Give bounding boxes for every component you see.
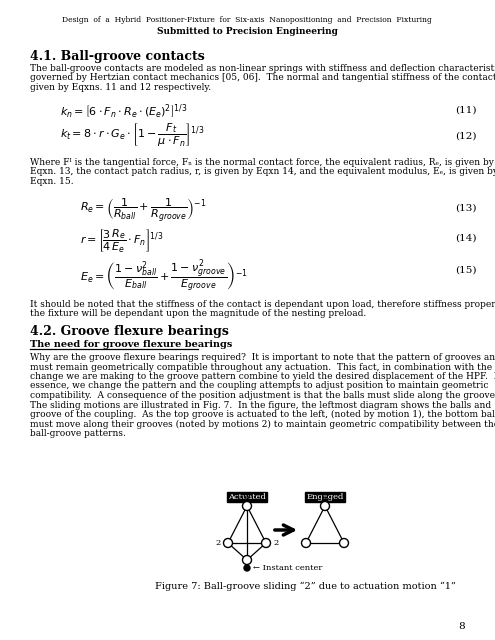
Circle shape — [301, 538, 310, 547]
Circle shape — [320, 502, 330, 511]
Text: (14): (14) — [455, 234, 477, 243]
Text: governed by Hertzian contact mechanics [05, 06].  The normal and tangential stif: governed by Hertzian contact mechanics [… — [30, 74, 495, 83]
Text: groove of the coupling.  As the top groove is actuated to the left, (noted by mo: groove of the coupling. As the top groov… — [30, 410, 495, 419]
Text: $r = \left[\dfrac{3}{4} \dfrac{R_e}{E_e} \cdot F_n\right]^{1/3}$: $r = \left[\dfrac{3}{4} \dfrac{R_e}{E_e}… — [80, 228, 164, 255]
Text: Submitted to Precision Engineering: Submitted to Precision Engineering — [156, 27, 338, 36]
Text: must move along their grooves (noted by motions 2) to maintain geometric compati: must move along their grooves (noted by … — [30, 419, 495, 429]
Text: ← Instant center: ← Instant center — [253, 564, 322, 572]
Text: must remain geometrically compatible throughout any actuation.  This fact, in co: must remain geometrically compatible thr… — [30, 362, 492, 371]
Text: Eqxn. 15.: Eqxn. 15. — [30, 177, 74, 186]
Text: Where Fᴵ is the tangential force, Fₙ is the normal contact force, the equivalent: Where Fᴵ is the tangential force, Fₙ is … — [30, 158, 494, 167]
Circle shape — [244, 565, 250, 571]
Circle shape — [340, 538, 348, 547]
Text: change we are making to the groove pattern combine to yield the desired displace: change we are making to the groove patte… — [30, 372, 495, 381]
Text: $k_n = \left[6 \cdot F_n \cdot R_e \cdot (E_e)^2\right]^{1/3}$: $k_n = \left[6 \cdot F_n \cdot R_e \cdot… — [60, 102, 188, 120]
Text: Figure 7: Ball-groove sliding “2” due to actuation motion “1”: Figure 7: Ball-groove sliding “2” due to… — [155, 582, 456, 591]
Text: Actuated: Actuated — [228, 493, 266, 501]
Text: (11): (11) — [455, 106, 477, 115]
Circle shape — [243, 502, 251, 511]
Text: $k_t = 8 \cdot r \cdot G_e \cdot \left[1 - \dfrac{F_t}{\mu \cdot F_n}\right]^{1/: $k_t = 8 \cdot r \cdot G_e \cdot \left[1… — [60, 122, 204, 149]
Text: Why are the groove flexure bearings required?  It is important to note that the : Why are the groove flexure bearings requ… — [30, 353, 495, 362]
Text: the fixture will be dependant upon the magnitude of the nesting preload.: the fixture will be dependant upon the m… — [30, 310, 366, 319]
Circle shape — [224, 538, 233, 547]
Text: (12): (12) — [455, 132, 477, 141]
Circle shape — [261, 538, 270, 547]
Text: (15): (15) — [455, 266, 477, 275]
Text: compatibility.  A consequence of the position adjustment is that the balls must : compatibility. A consequence of the posi… — [30, 391, 495, 400]
Text: 2: 2 — [215, 539, 221, 547]
Text: 4.2. Groove flexure bearings: 4.2. Groove flexure bearings — [30, 325, 229, 338]
Text: 4.1. Ball-groove contacts: 4.1. Ball-groove contacts — [30, 50, 205, 63]
Text: Design  of  a  Hybrid  Positioner-Fixture  for  Six-axis  Nanopositioning  and  : Design of a Hybrid Positioner-Fixture fo… — [62, 16, 432, 24]
Text: Engaged: Engaged — [306, 493, 344, 501]
Text: 8: 8 — [458, 622, 465, 631]
Text: ball-groove patterns.: ball-groove patterns. — [30, 429, 126, 438]
Text: (13): (13) — [455, 204, 477, 213]
Circle shape — [243, 556, 251, 564]
Text: $E_e = \left(\dfrac{1-\nu_{ball}^2}{E_{ball}} + \dfrac{1-\nu_{groove}^2}{E_{groo: $E_e = \left(\dfrac{1-\nu_{ball}^2}{E_{b… — [80, 258, 248, 295]
Text: The need for groove flexure bearings: The need for groove flexure bearings — [30, 340, 232, 349]
Text: $R_e = \left(\dfrac{1}{R_{ball}} + \dfrac{1}{R_{groove}}\right)^{-1}$: $R_e = \left(\dfrac{1}{R_{ball}} + \dfra… — [80, 196, 207, 224]
Text: 2: 2 — [273, 539, 279, 547]
Text: It should be noted that the stiffness of the contact is dependant upon load, the: It should be noted that the stiffness of… — [30, 300, 495, 309]
Text: given by Eqxns. 11 and 12 respectively.: given by Eqxns. 11 and 12 respectively. — [30, 83, 211, 92]
Text: The ball-groove contacts are modeled as non-linear springs with stiffness and de: The ball-groove contacts are modeled as … — [30, 64, 495, 73]
Text: Eqxn. 13, the contact patch radius, r, is given by Eqxn 14, and the equivalent m: Eqxn. 13, the contact patch radius, r, i… — [30, 168, 495, 177]
Text: essence, we change the pattern and the coupling attempts to adjust position to m: essence, we change the pattern and the c… — [30, 381, 489, 390]
Text: The sliding motions are illustrated in Fig. 7.  In the figure, the leftmost diag: The sliding motions are illustrated in F… — [30, 401, 491, 410]
